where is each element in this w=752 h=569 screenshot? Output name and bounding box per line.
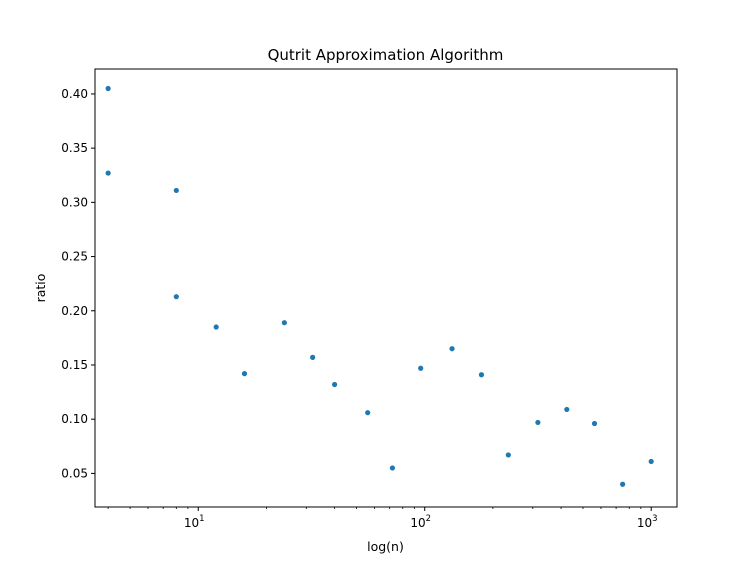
data-point [365, 410, 371, 416]
chart-title: Qutrit Approximation Algorithm [268, 46, 504, 64]
data-point [418, 365, 424, 371]
x-tick-label: 102 [410, 514, 431, 530]
y-tick-label: 0.25 [61, 250, 88, 264]
data-point [449, 346, 455, 352]
y-tick-label: 0.20 [61, 304, 88, 318]
data-point [591, 420, 598, 427]
data-point [173, 187, 179, 194]
data-point [105, 85, 111, 92]
data-point [535, 419, 541, 426]
x-tick-exponent: 1 [199, 514, 204, 524]
y-tick-label: 0.40 [61, 87, 88, 101]
data-point [648, 458, 654, 465]
data-point [310, 354, 316, 360]
plot-frame [94, 68, 678, 508]
data-point [241, 371, 248, 377]
y-tick-label: 0.05 [61, 466, 88, 480]
x-tick-label: 103 [637, 514, 658, 530]
x-axis-label: log(n) [367, 539, 404, 554]
data-point [281, 320, 287, 326]
x-tick-base: 10 [410, 516, 425, 530]
data-point [213, 324, 219, 330]
y-tick-label: 0.30 [61, 195, 88, 209]
x-tick-base: 10 [184, 516, 199, 530]
x-tick-label: 101 [184, 514, 205, 530]
y-tick-label: 0.10 [61, 412, 88, 426]
data-point [564, 406, 570, 413]
data-point [105, 170, 111, 176]
y-axis-label: ratio [33, 274, 48, 303]
data-point [389, 465, 396, 471]
data-point [620, 481, 626, 487]
x-tick-exponent: 3 [652, 514, 657, 524]
x-tick-exponent: 2 [426, 514, 431, 524]
y-tick-label: 0.35 [61, 141, 88, 155]
data-point [173, 294, 179, 300]
data-point [478, 372, 485, 378]
data-point [332, 381, 338, 388]
y-tick-label: 0.15 [61, 358, 88, 372]
data-point [505, 452, 511, 458]
x-tick-base: 10 [637, 516, 652, 530]
